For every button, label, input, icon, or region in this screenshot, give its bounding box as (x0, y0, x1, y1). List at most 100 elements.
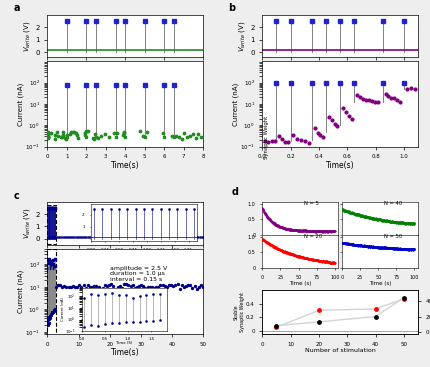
Point (290, 252, 297, 258)
Point (300, 255, 307, 261)
Point (54, 235, 61, 240)
Point (274, 246, 281, 252)
Point (262, 212, 269, 218)
Point (136, 235, 143, 240)
Point (349, 210, 356, 216)
Point (408, 220, 415, 226)
Point (365, 243, 372, 249)
Point (282, 226, 289, 232)
Point (402, 220, 408, 226)
Point (85, 235, 92, 240)
Point (120, 281, 127, 287)
Point (131, 235, 138, 240)
Point (123, 235, 130, 240)
Point (356, 243, 363, 248)
Point (356, 213, 363, 219)
Point (282, 250, 289, 255)
Point (285, 250, 292, 256)
Point (190, 235, 197, 240)
Point (101, 131, 108, 137)
Point (131, 285, 138, 291)
Point (397, 246, 404, 252)
Point (377, 245, 384, 251)
Point (387, 245, 394, 251)
Point (174, 235, 181, 240)
Point (267, 243, 274, 248)
Point (93, 283, 100, 289)
Point (287, 251, 294, 257)
Point (400, 247, 407, 252)
Point (410, 246, 417, 252)
Point (346, 210, 353, 215)
Point (170, 235, 177, 240)
Point (405, 247, 412, 252)
Point (97, 286, 104, 292)
Point (300, 255, 307, 261)
Point (370, 244, 377, 250)
Point (176, 235, 183, 240)
Point (132, 235, 138, 240)
Point (347, 209, 354, 215)
Point (266, 241, 273, 247)
Point (356, 212, 362, 218)
Point (407, 220, 414, 226)
Point (403, 246, 410, 252)
Point (390, 246, 396, 251)
Point (271, 138, 278, 144)
Point (261, 239, 268, 245)
Text: N = 5: N = 5 (304, 201, 318, 206)
Point (295, 253, 301, 259)
Point (260, 237, 267, 243)
Point (197, 282, 204, 288)
Point (283, 226, 290, 232)
Point (293, 253, 300, 259)
Point (354, 211, 361, 217)
Point (120, 235, 127, 240)
Point (111, 235, 118, 240)
Point (298, 254, 305, 260)
Point (124, 235, 131, 240)
Point (372, 244, 379, 250)
Point (269, 243, 276, 249)
X-axis label: Time(s): Time(s) (111, 161, 139, 170)
Point (166, 235, 173, 240)
Point (162, 235, 169, 240)
Point (385, 218, 392, 224)
Point (157, 235, 163, 240)
Point (325, 259, 332, 265)
Point (135, 235, 142, 240)
Point (59, 132, 66, 138)
Point (277, 224, 284, 230)
Point (399, 246, 405, 252)
Point (80, 281, 87, 287)
Point (93, 235, 100, 240)
Point (139, 235, 146, 240)
Point (140, 235, 147, 240)
Point (298, 228, 305, 234)
Point (405, 220, 412, 226)
Point (147, 235, 154, 240)
Point (396, 219, 403, 225)
Point (292, 227, 298, 233)
Point (315, 258, 322, 264)
Point (283, 250, 290, 256)
Point (371, 313, 378, 319)
Point (371, 217, 378, 222)
Point (129, 235, 136, 240)
Point (341, 208, 347, 214)
Point (159, 235, 166, 240)
Point (67, 235, 74, 240)
Point (183, 235, 190, 240)
Point (144, 284, 151, 290)
Point (285, 226, 292, 232)
Point (70, 235, 77, 240)
Point (261, 238, 267, 244)
Point (346, 210, 353, 216)
Point (393, 97, 399, 103)
Point (374, 244, 381, 250)
Point (276, 224, 283, 229)
Point (110, 235, 117, 240)
Point (163, 235, 170, 240)
Point (274, 246, 281, 251)
Point (185, 235, 192, 240)
